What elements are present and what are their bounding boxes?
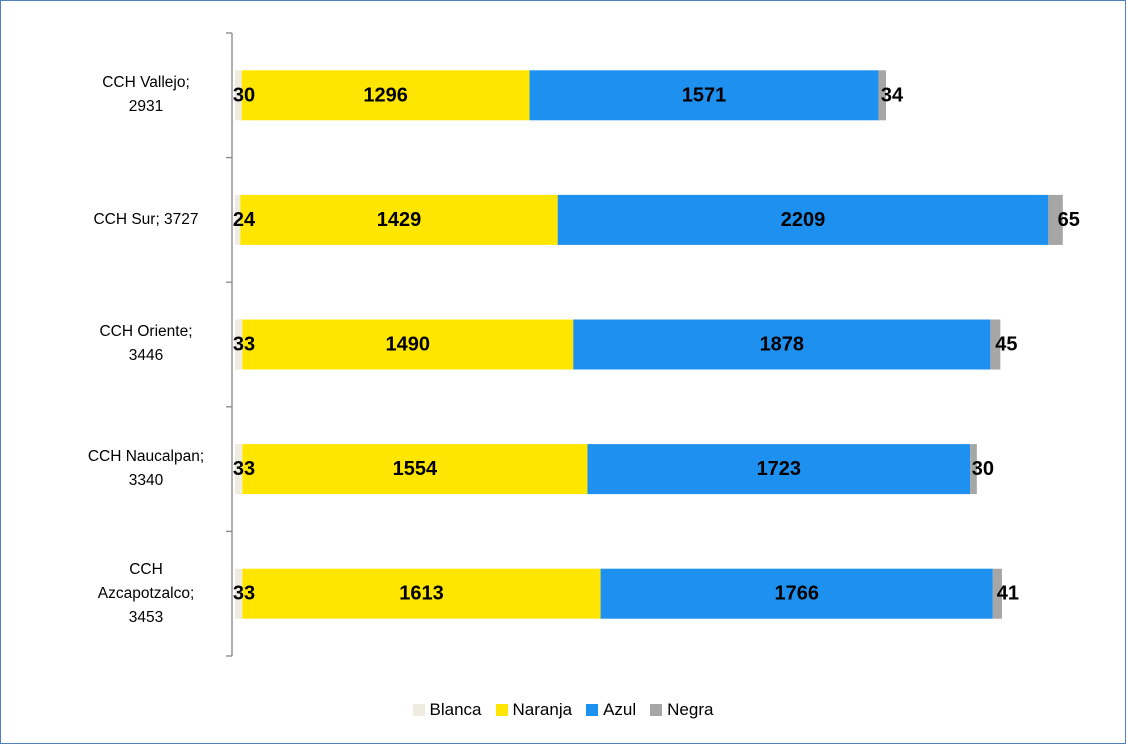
legend-swatch — [412, 704, 425, 716]
bar-segment — [235, 568, 243, 619]
bar-segment — [557, 194, 1049, 245]
bar-segment — [235, 70, 242, 121]
data-label: 1571 — [682, 84, 727, 106]
data-label: 33 — [233, 583, 255, 605]
category-label: CCH Sur; 3727 — [93, 210, 199, 228]
bar-segment — [242, 444, 588, 495]
data-label: 30 — [972, 458, 994, 480]
bar-segment — [241, 70, 530, 121]
bar-segment — [240, 194, 558, 245]
bar-segment — [1048, 194, 1063, 245]
data-label: 45 — [995, 334, 1017, 356]
bar-segment — [878, 70, 886, 121]
legend-item: Naranja — [495, 700, 573, 720]
data-label: 65 — [1058, 209, 1080, 231]
bar-segment — [235, 194, 241, 245]
legend-item: Azul — [586, 700, 636, 720]
bar-segment — [573, 319, 991, 370]
data-label: 1723 — [757, 458, 802, 480]
data-label: 30 — [233, 84, 255, 106]
bar-segment — [242, 568, 601, 619]
category-label: CCH Vallejo; 2931 — [102, 74, 190, 116]
legend-swatch — [495, 704, 508, 716]
bar-segment — [529, 70, 879, 121]
data-label: 41 — [997, 583, 1019, 605]
data-label: 33 — [233, 458, 255, 480]
legend-item: Blanca — [412, 700, 482, 720]
category-label: CCH Azcapotzalco; 3453 — [97, 560, 195, 626]
data-label: 1490 — [386, 334, 431, 356]
data-label: 1878 — [760, 334, 805, 356]
legend-label: Naranja — [512, 700, 573, 719]
data-label: 24 — [233, 209, 256, 231]
data-label: 1554 — [393, 458, 438, 480]
legend-label: Negra — [667, 700, 714, 719]
bar-segment — [587, 444, 971, 495]
legend-label: Blanca — [429, 700, 482, 719]
data-label: 1613 — [399, 583, 444, 605]
bar-segment — [235, 319, 243, 370]
category-label: CCH Oriente; 3446 — [99, 323, 193, 365]
category-label: CCH Naucalpan; 3340 — [87, 448, 205, 490]
data-label: 33 — [233, 334, 255, 356]
bar-segment — [600, 568, 993, 619]
bar-segment — [970, 444, 977, 495]
data-label: 2209 — [781, 209, 826, 231]
data-label: 34 — [881, 84, 904, 106]
bar-segment — [990, 319, 1001, 370]
legend-item: Negra — [650, 700, 713, 720]
data-label: 1766 — [774, 583, 819, 605]
bar-segment — [235, 444, 243, 495]
data-label: 1296 — [363, 84, 408, 106]
data-label: 1429 — [377, 209, 422, 231]
legend-swatch — [650, 704, 663, 716]
bar-segment — [992, 568, 1002, 619]
legend-swatch — [586, 704, 599, 716]
legend: Blanca Naranja Azul Negra — [1, 700, 1125, 720]
legend-label: Azul — [603, 700, 637, 719]
bar-segment — [242, 319, 574, 370]
